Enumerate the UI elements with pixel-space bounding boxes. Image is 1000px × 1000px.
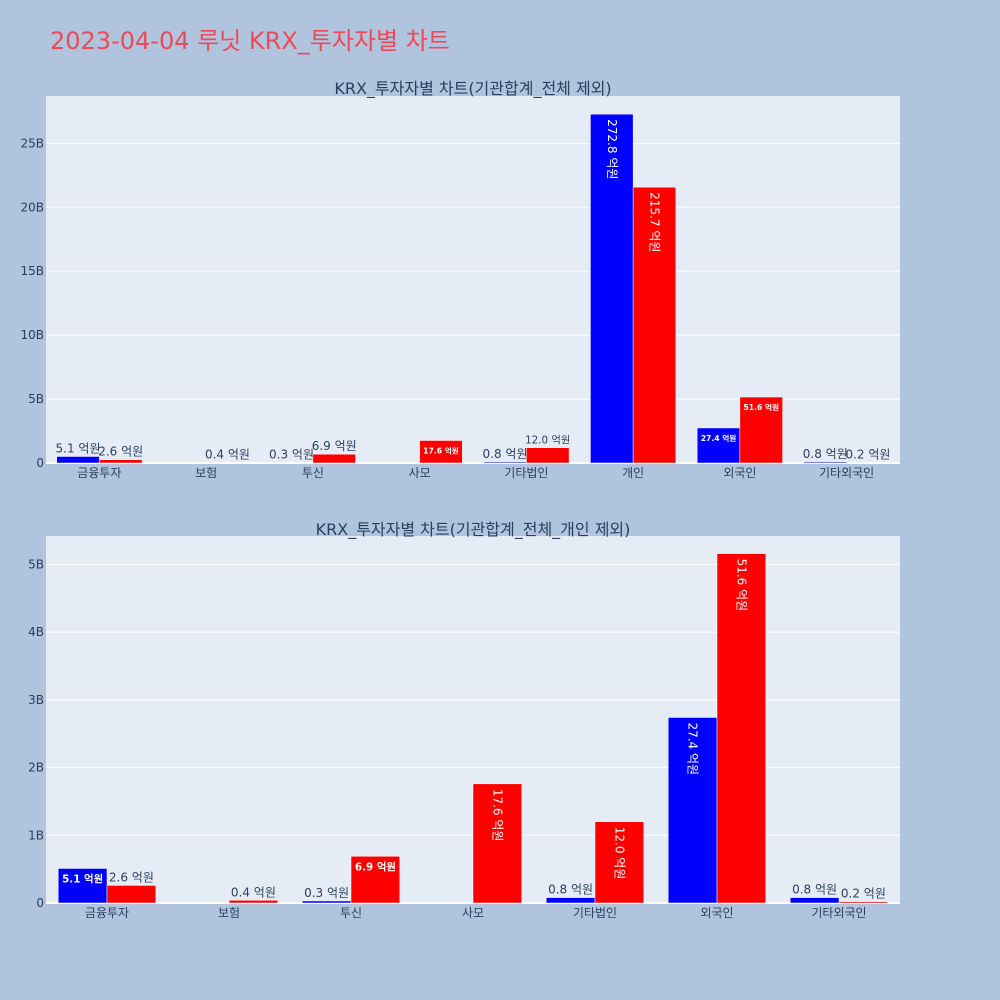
data-label: 0.4 억원 bbox=[205, 447, 250, 461]
x-tick-label: 개인 bbox=[622, 466, 644, 480]
data-label: 215.7 억원 bbox=[647, 192, 661, 252]
data-label: 5.1 억원 bbox=[62, 873, 103, 886]
bar bbox=[545, 897, 596, 904]
data-label: 5.1 억원 bbox=[56, 441, 101, 455]
data-label: 0.8 억원 bbox=[483, 447, 528, 461]
data-label: 27.4 억원 bbox=[701, 433, 737, 443]
bar bbox=[594, 821, 645, 904]
y-tick-label: 0 bbox=[36, 896, 44, 910]
x-tick-label: 사모 bbox=[462, 906, 484, 920]
bar bbox=[106, 885, 157, 904]
data-label: 0.3 억원 bbox=[269, 448, 314, 462]
bar bbox=[526, 447, 570, 464]
bar bbox=[56, 456, 100, 464]
y-tick-label: 1B bbox=[28, 828, 44, 842]
bar bbox=[590, 113, 634, 464]
y-tick-label: 3B bbox=[28, 693, 44, 707]
data-label: 0.2 억원 bbox=[841, 887, 886, 901]
bar bbox=[312, 453, 356, 464]
data-label: 0.3 억원 bbox=[304, 886, 349, 900]
bar bbox=[803, 461, 847, 464]
subplot-title: KRX_투자자별 차트(기관합계_전체 제외) bbox=[334, 79, 611, 99]
data-label: 12.0 억원 bbox=[525, 435, 570, 447]
x-tick-label: 투신 bbox=[302, 466, 324, 480]
data-label: 2.6 억원 bbox=[109, 870, 154, 884]
bar bbox=[228, 900, 279, 904]
bar bbox=[789, 897, 840, 904]
data-label: 0.4 억원 bbox=[231, 885, 276, 899]
data-label: 0.8 억원 bbox=[803, 447, 848, 461]
data-label: 17.6 억원 bbox=[490, 789, 504, 842]
x-tick-label: 기타법인 bbox=[573, 906, 617, 920]
data-label: 0.8 억원 bbox=[792, 883, 837, 897]
bar bbox=[350, 856, 401, 904]
y-tick-label: 5B bbox=[28, 392, 44, 406]
y-tick-label: 15B bbox=[20, 264, 44, 278]
x-tick-label: 금융투자 bbox=[85, 906, 129, 920]
x-tick-label: 기타외국인 bbox=[811, 906, 866, 920]
x-tick-label: 금융투자 bbox=[77, 466, 121, 480]
data-label: 51.6 억원 bbox=[734, 559, 748, 612]
data-label: 0.8 억원 bbox=[548, 883, 593, 897]
data-label: 6.9 억원 bbox=[312, 439, 357, 453]
bar bbox=[632, 186, 677, 464]
data-label: 2.6 억원 bbox=[98, 445, 143, 459]
bar bbox=[696, 427, 741, 464]
y-tick-label: 20B bbox=[20, 200, 44, 214]
data-label: 272.8 억원 bbox=[605, 119, 619, 179]
y-tick-label: 25B bbox=[20, 136, 44, 150]
subplot-title: KRX_투자자별 차트(기관합계_전체_개인 제외) bbox=[316, 520, 631, 540]
x-tick-label: 투신 bbox=[340, 906, 362, 920]
y-tick-label: 10B bbox=[20, 328, 44, 342]
chart-title: 2023-04-04 루닛 KRX_투자자별 차트 bbox=[50, 27, 450, 55]
bar bbox=[205, 462, 250, 464]
data-label: 0.2 억원 bbox=[845, 448, 890, 462]
bar bbox=[419, 440, 463, 464]
y-tick-label: 5B bbox=[28, 557, 44, 571]
bar bbox=[667, 717, 718, 904]
data-label: 17.6 억원 bbox=[423, 445, 459, 455]
y-tick-label: 0 bbox=[36, 456, 44, 470]
bar bbox=[57, 868, 108, 904]
bar bbox=[99, 459, 143, 464]
x-tick-label: 보험 bbox=[218, 906, 240, 920]
chart-krx-excluding-institutions-and-individuals: 0 1B 2B 3B 4B 5B KRX_투자자별 차트(기관합계_전체_개인 제외) 금융투… bbox=[28, 520, 900, 920]
data-label: 51.6 억원 bbox=[743, 402, 779, 412]
chart-krx-excluding-institutions: 0 5B 10B 15B 20B 25B KRX_투자자별 차트(기관합계_전체 제외) 금융… bbox=[20, 79, 900, 480]
data-label: 12.0 억원 bbox=[612, 827, 626, 880]
bar bbox=[716, 553, 767, 904]
data-label: 6.9 억원 bbox=[355, 860, 396, 873]
data-label: 27.4 억원 bbox=[686, 722, 700, 775]
x-tick-label: 보험 bbox=[195, 466, 217, 480]
bar bbox=[472, 783, 523, 904]
x-tick-label: 기타외국인 bbox=[819, 466, 874, 480]
bar bbox=[483, 461, 527, 464]
x-tick-label: 사모 bbox=[409, 466, 431, 480]
y-tick-label: 4B bbox=[28, 625, 44, 639]
bar bbox=[739, 396, 783, 464]
x-tick-label: 외국인 bbox=[723, 466, 756, 480]
x-tick-label: 외국인 bbox=[700, 906, 733, 920]
x-tick-label: 기타법인 bbox=[504, 466, 548, 480]
bar bbox=[301, 900, 352, 904]
y-tick-label: 2B bbox=[28, 761, 44, 775]
bar bbox=[838, 901, 889, 904]
